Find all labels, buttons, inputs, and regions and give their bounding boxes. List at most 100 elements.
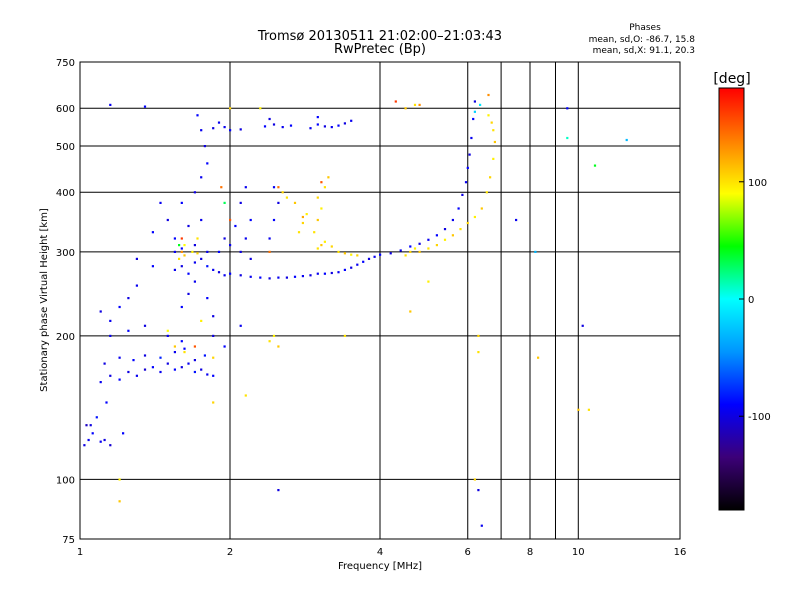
data-point — [180, 237, 183, 240]
data-point — [109, 103, 112, 106]
data-point — [151, 231, 154, 234]
data-point — [143, 354, 147, 357]
data-point — [89, 424, 92, 427]
data-point — [166, 329, 169, 332]
data-point — [212, 315, 215, 318]
data-point — [427, 280, 430, 283]
data-point — [173, 368, 176, 371]
data-point — [193, 359, 196, 362]
data-point — [95, 416, 98, 419]
data-point — [187, 362, 190, 365]
data-point — [159, 370, 162, 374]
data-point — [259, 107, 262, 110]
data-point — [196, 114, 199, 117]
data-point — [413, 103, 417, 106]
data-point — [343, 252, 346, 255]
x-tick-label: 10 — [572, 547, 585, 558]
colorbar-tick-label: -100 — [748, 412, 771, 423]
data-point — [239, 201, 242, 204]
data-point — [480, 524, 483, 527]
data-point — [135, 284, 138, 287]
data-point — [193, 345, 196, 348]
data-point — [118, 500, 121, 503]
data-point — [118, 378, 121, 381]
data-point — [193, 191, 196, 194]
data-point — [196, 237, 199, 240]
data-point — [435, 244, 438, 247]
data-point — [135, 374, 138, 377]
data-point — [91, 432, 94, 435]
data-point — [239, 274, 242, 277]
data-point — [180, 340, 183, 343]
data-point — [268, 250, 271, 253]
data-point — [418, 250, 421, 253]
data-point — [490, 121, 493, 124]
data-point — [272, 218, 276, 222]
data-point — [409, 310, 412, 313]
data-point — [581, 324, 584, 327]
data-point — [118, 356, 121, 359]
colorbar-ticks: -100 0 100 — [739, 178, 771, 423]
data-point — [109, 444, 112, 447]
colorbar-tick-label: 100 — [748, 178, 767, 189]
data-point — [309, 127, 312, 130]
data-point — [435, 234, 438, 237]
data-point — [183, 244, 186, 247]
data-point — [200, 257, 203, 260]
data-point — [193, 261, 196, 264]
data-point — [180, 305, 183, 309]
x-tick-label: 8 — [527, 547, 533, 558]
data-point — [223, 274, 226, 277]
data-point — [178, 244, 181, 247]
data-point — [566, 107, 569, 110]
x-tick-label: 4 — [377, 547, 383, 558]
data-point — [323, 240, 326, 243]
data-point — [327, 176, 330, 179]
data-point — [122, 432, 125, 435]
data-point — [316, 218, 319, 222]
y-axis-ticks: 75 100 200 300 400 500 600 750 — [56, 58, 75, 546]
data-point — [515, 218, 518, 222]
data-point — [203, 145, 206, 148]
y-tick-label: 100 — [56, 475, 75, 486]
data-points — [83, 93, 628, 527]
data-point — [487, 114, 490, 117]
data-point — [301, 215, 304, 219]
data-point — [480, 207, 483, 210]
data-point — [183, 254, 186, 257]
data-point — [87, 438, 90, 442]
data-point — [301, 275, 304, 278]
data-point — [203, 354, 206, 357]
data-point — [173, 250, 176, 253]
x-tick-label: 1 — [77, 547, 83, 558]
data-point — [151, 366, 154, 369]
data-point — [468, 153, 471, 156]
data-point — [457, 207, 460, 210]
data-point — [389, 252, 392, 255]
data-point — [577, 408, 580, 411]
data-point — [337, 271, 340, 274]
x-tick-label: 2 — [227, 547, 233, 558]
y-tick-label: 75 — [62, 535, 75, 546]
data-point — [301, 221, 304, 225]
data-point — [103, 438, 106, 442]
y-tick-label: 400 — [56, 188, 75, 199]
data-point — [212, 127, 215, 130]
data-point — [493, 140, 496, 144]
data-point — [356, 254, 359, 257]
data-point — [193, 280, 196, 283]
data-point — [244, 394, 247, 397]
y-tick-label: 500 — [56, 142, 75, 153]
data-point — [268, 117, 271, 121]
data-point — [281, 126, 284, 129]
data-point — [343, 122, 346, 125]
data-point — [323, 272, 326, 275]
data-point — [268, 237, 271, 240]
data-point — [143, 324, 147, 327]
data-point — [249, 218, 252, 222]
data-point — [229, 107, 232, 110]
data-point — [337, 124, 340, 127]
plot-frame — [79, 61, 681, 540]
stats-o-line: mean, sd,O: -86.7, 15.8 — [589, 35, 696, 45]
data-point — [272, 123, 276, 126]
